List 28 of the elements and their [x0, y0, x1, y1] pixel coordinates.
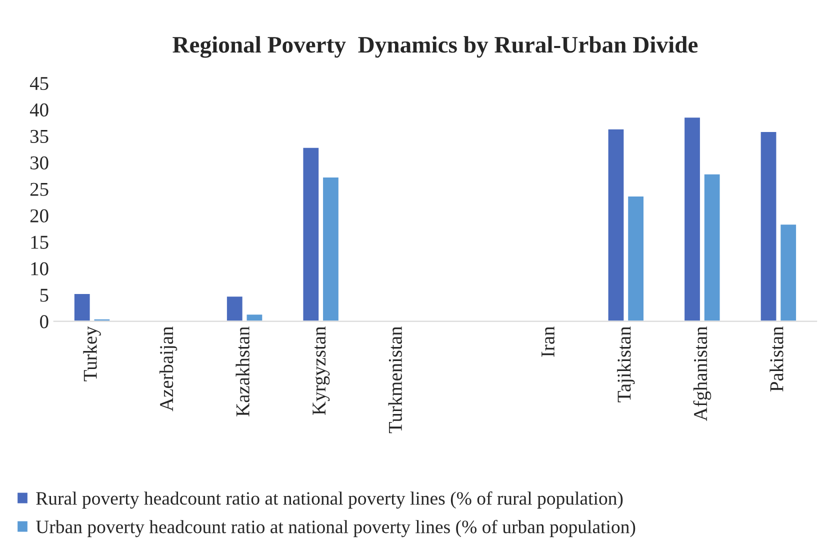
y-tick-label: 0	[40, 315, 48, 328]
bar	[226, 295, 244, 322]
bar	[759, 130, 778, 322]
bar	[779, 223, 798, 322]
chart-title: Regional Poverty Dynamics by Rural-Urban Divide	[172, 36, 698, 58]
bar	[245, 313, 264, 322]
bar	[92, 318, 112, 322]
legend-label: Rural poverty headcount ratio at national poverty lines (% of rural population)	[36, 491, 623, 509]
y-tick-label: 35	[30, 130, 48, 143]
y-tick-label: 45	[30, 77, 48, 90]
x-tick-label: Pakistan	[770, 326, 784, 392]
x-tick-label: Iran	[542, 326, 554, 357]
y-tick-label: 20	[30, 209, 48, 222]
y-tick-label: 40	[30, 103, 48, 117]
x-tick-label: Turkey	[83, 326, 101, 382]
y-tick-label: 15	[31, 236, 48, 249]
legend-label: Urban poverty headcount ratio at national poverty lines (% of urban population)	[36, 520, 636, 538]
y-tick-label: 30	[30, 156, 48, 170]
x-tick-label: Kazakhstan	[236, 326, 250, 416]
x-tick-label: Tajikistan	[617, 326, 635, 402]
x-tick-label: Turkmenistan	[388, 326, 402, 434]
y-tick-label: 25	[30, 182, 48, 196]
x-tick-label: Kyrgyzstan	[312, 326, 330, 415]
x-tick-label: Afghanistan	[693, 326, 712, 422]
y-tick-label: 5	[40, 288, 48, 302]
bar	[73, 292, 92, 322]
x-tick-label: Azerbaijan	[159, 326, 178, 412]
y-tick-label: 10	[31, 262, 48, 276]
